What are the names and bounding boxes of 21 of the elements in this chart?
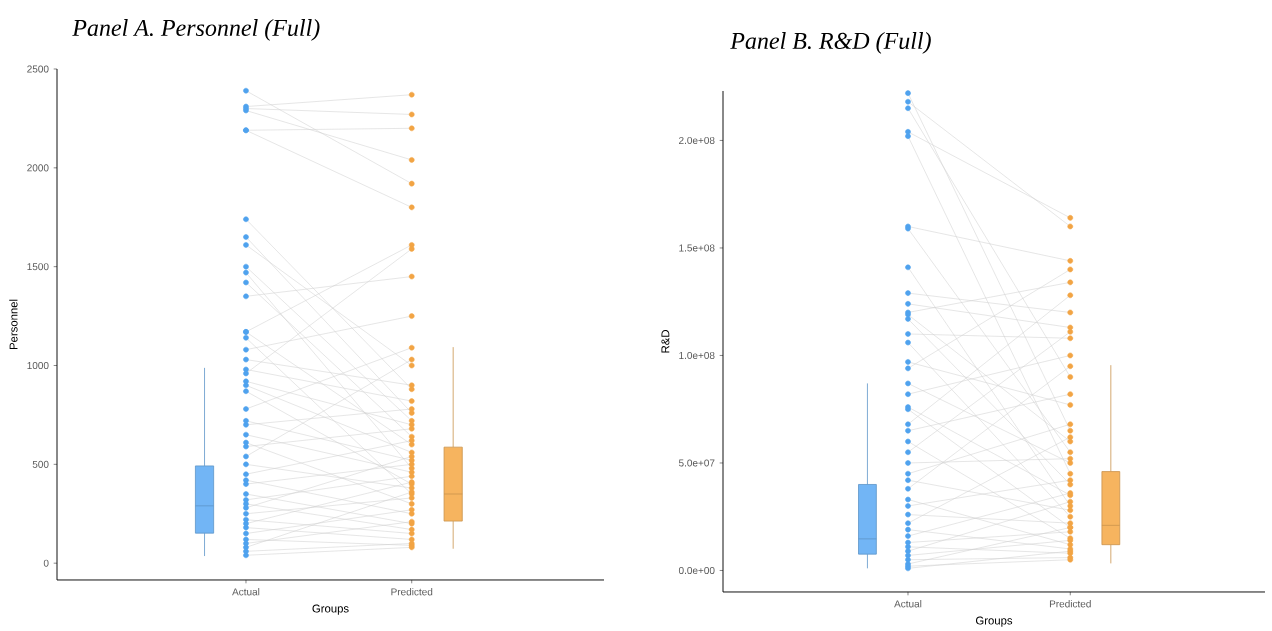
y-tick-label: 1.5e+08 bbox=[679, 244, 715, 252]
x-tick-label: Actual bbox=[894, 599, 922, 608]
x-axis-title: Groups bbox=[312, 604, 349, 615]
y-tick-label: 2500 bbox=[27, 65, 49, 73]
x-tick-label: Actual bbox=[232, 587, 260, 596]
x-axis-title: Groups bbox=[975, 616, 1013, 627]
x-tick-label: Predicted bbox=[391, 587, 433, 596]
y-tick-label: 5.0e+07 bbox=[678, 459, 715, 467]
y-axis-title: Personnel bbox=[9, 299, 18, 349]
x-tick-label: Predicted bbox=[1049, 599, 1091, 608]
y-tick-label: 2.0e+08 bbox=[679, 136, 715, 144]
y-axis-title: R&D bbox=[661, 329, 670, 353]
y-tick-label: 1500 bbox=[27, 263, 49, 271]
chart-title: Panel A. Personnel (Full) bbox=[72, 18, 320, 41]
y-tick-label: 1.0e+08 bbox=[679, 351, 715, 359]
y-tick-label: 0.0e+00 bbox=[678, 566, 715, 574]
y-tick-label: 2000 bbox=[27, 164, 49, 172]
y-tick-label: 1000 bbox=[27, 361, 49, 369]
y-tick-label: 500 bbox=[32, 460, 49, 468]
chart-title: Panel B. R&D (Full) bbox=[730, 31, 931, 54]
y-tick-label: 0 bbox=[43, 559, 49, 567]
